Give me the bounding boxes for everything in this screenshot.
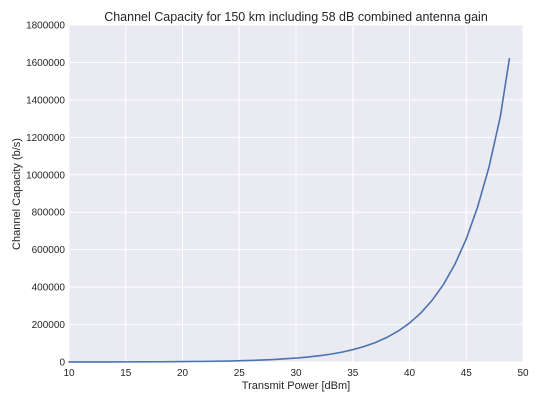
- y-tick-label-4: 800000: [32, 208, 66, 219]
- y-tick-label-2: 400000: [32, 283, 66, 294]
- x-tick-label-4: 30: [290, 368, 302, 379]
- x-tick-label-0: 10: [63, 368, 75, 379]
- x-tick-label-5: 35: [347, 368, 359, 379]
- x-tick-label-3: 25: [234, 368, 246, 379]
- y-tick-label-8: 1600000: [26, 58, 65, 69]
- y-tick-label-5: 1000000: [26, 170, 65, 181]
- x-axis-label: Transmit Power [dBm]: [242, 380, 350, 392]
- y-axis-label: Channel Capacity (b/s): [11, 138, 23, 250]
- y-tick-label-7: 1400000: [26, 95, 65, 106]
- grid-lines: [68, 24, 524, 363]
- y-tick-label-9: 1800000: [26, 21, 65, 32]
- chart-title: Channel Capacity for 150 km including 58…: [104, 10, 488, 24]
- series-layer: [68, 57, 511, 363]
- x-tick-label-2: 20: [177, 368, 189, 379]
- x-tick-label-1: 15: [120, 368, 132, 379]
- series-line-0: [68, 57, 511, 363]
- tick-labels: 10 15 20 25 30 35 40 45 50 0 200000 400000 600000 800…: [26, 21, 529, 380]
- y-tick-label-1: 200000: [32, 320, 66, 331]
- y-tick-label-0: 0: [59, 358, 65, 369]
- x-tick-label-6: 40: [404, 368, 416, 379]
- x-tick-label-7: 45: [461, 368, 473, 379]
- x-tick-label-8: 50: [517, 368, 529, 379]
- y-tick-label-6: 1200000: [26, 133, 65, 144]
- y-tick-label-3: 600000: [32, 245, 66, 256]
